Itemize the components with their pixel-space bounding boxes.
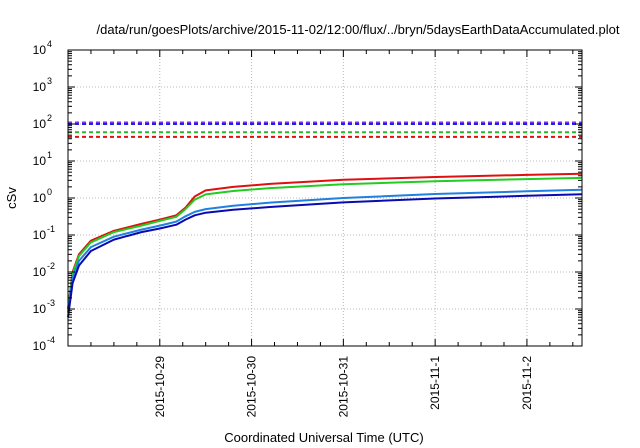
y-tick-label-exponent: -2 <box>47 261 55 271</box>
y-tick-label-exponent: -4 <box>47 335 55 345</box>
x-tick-label: 2015-10-30 <box>245 356 259 418</box>
y-tick-label-base: 10 <box>33 228 47 242</box>
y-tick-label: 10 -1 <box>33 224 55 242</box>
y-tick-label: 10 3 <box>33 76 52 94</box>
y-tick-label-exponent: -3 <box>47 298 55 308</box>
y-tick-label-base: 10 <box>33 302 47 316</box>
y-tick-label: 10 0 <box>33 187 52 205</box>
x-tick-label: 2015-10-29 <box>153 356 167 418</box>
series-line <box>67 188 583 313</box>
x-tick-label: 2015-11-2 <box>520 356 534 410</box>
y-tick-label: 10 -4 <box>33 335 55 353</box>
series-line <box>67 193 583 318</box>
y-tick-label-exponent: 2 <box>47 113 52 123</box>
x-axis-title: Coordinated Universal Time (UTC) <box>224 430 423 445</box>
x-tick-label: 2015-11-1 <box>428 356 442 410</box>
y-tick-label-base: 10 <box>33 339 47 353</box>
y-tick-label: 10 2 <box>33 113 52 131</box>
chart-title: /data/run/goesPlots/archive/2015-11-02/1… <box>97 22 620 37</box>
series-line <box>67 172 583 310</box>
y-tick-label-exponent: 0 <box>47 187 52 197</box>
y-tick-label-exponent: 3 <box>47 76 52 86</box>
threshold-lines <box>68 121 582 138</box>
grid <box>68 50 582 346</box>
y-tick-label-exponent: 4 <box>47 39 52 49</box>
y-axis-title: cSv <box>4 187 19 209</box>
y-tick-label-base: 10 <box>33 154 47 168</box>
series-line <box>67 176 583 310</box>
y-tick-label-base: 10 <box>33 191 47 205</box>
series-lines <box>67 172 583 318</box>
y-tick-label: 10 4 <box>33 39 52 57</box>
axis-ticks <box>68 49 582 347</box>
y-tick-label-exponent: -1 <box>47 224 55 234</box>
y-tick-label-exponent: 1 <box>47 150 52 160</box>
y-tick-label-base: 10 <box>33 117 47 131</box>
y-tick-label: 10 -2 <box>33 261 55 279</box>
x-tick-label: 2015-10-31 <box>336 356 350 418</box>
y-tick-label-base: 10 <box>33 265 47 279</box>
plot-frame <box>67 49 583 347</box>
y-tick-label-base: 10 <box>33 43 47 57</box>
y-tick-label: 10 1 <box>33 150 52 168</box>
y-tick-label-base: 10 <box>33 80 47 94</box>
y-tick-label: 10 -3 <box>33 298 55 316</box>
